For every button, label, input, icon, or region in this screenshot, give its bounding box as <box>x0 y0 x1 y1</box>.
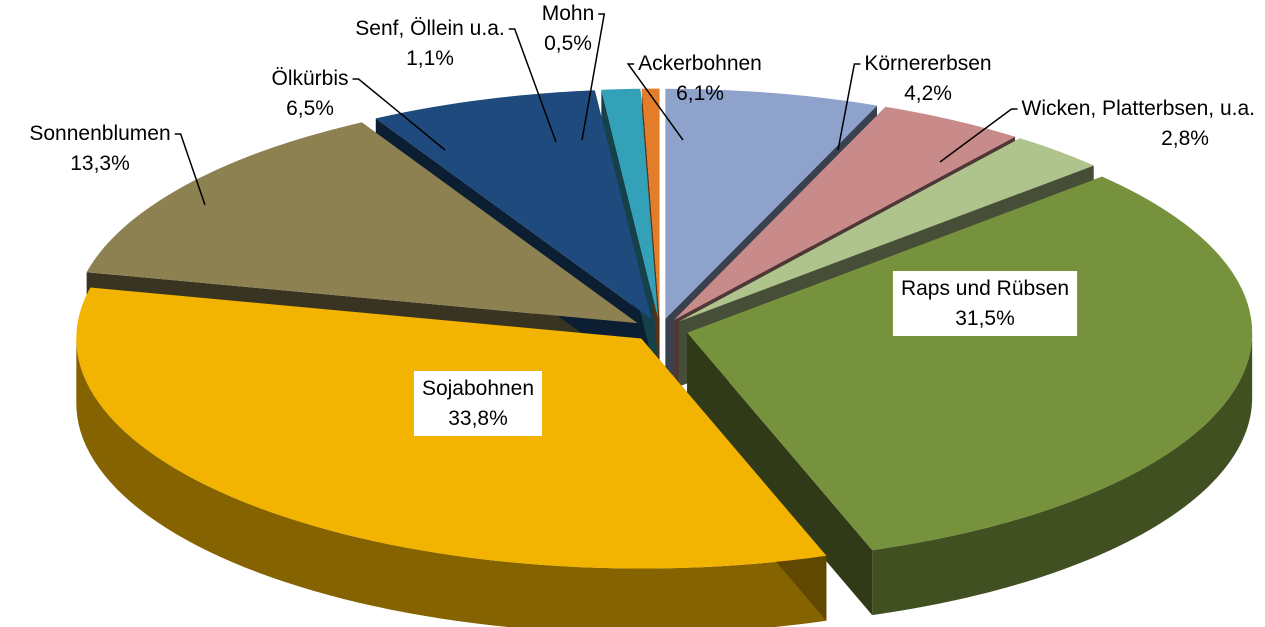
label-name: Wicken, Platterbsen, u.a. <box>1022 97 1255 120</box>
data-label: Mohn 0,5% <box>542 2 595 55</box>
label-name: Sojabohnen <box>422 377 534 400</box>
leader-line <box>581 13 606 141</box>
data-label: Raps und Rübsen 31,5% <box>892 271 1078 336</box>
leader-line <box>352 78 446 151</box>
slice <box>375 90 652 320</box>
label-name: Ackerbohnen <box>638 52 762 75</box>
slice-side <box>872 332 1253 616</box>
leader-line <box>508 28 557 143</box>
label-value: 6,1% <box>676 82 724 105</box>
data-label: Wicken, Platterbsen, u.a. 2,8% <box>1022 97 1255 150</box>
label-value: 2,8% <box>1161 127 1209 150</box>
slice <box>687 176 1253 551</box>
leader-line <box>939 108 1018 163</box>
data-label: Ackerbohnen 6,1% <box>638 52 762 105</box>
label-value: 1,1% <box>406 47 454 70</box>
slice-cut <box>687 332 873 616</box>
slice-side <box>76 338 827 627</box>
label-value: 0,5% <box>544 32 592 55</box>
leader-line <box>626 63 684 141</box>
data-label: Ölkürbis 6,5% <box>271 67 348 120</box>
slice <box>641 88 660 319</box>
label-value: 4,2% <box>904 82 952 105</box>
label-name: Sonnenblumen <box>29 122 170 145</box>
slice <box>678 138 1094 322</box>
slice <box>86 122 638 324</box>
label-name: Körnererbsen <box>864 52 991 75</box>
label-name: Ölkürbis <box>271 67 348 90</box>
label-value: 31,5% <box>955 307 1015 330</box>
label-name: Mohn <box>542 2 595 25</box>
slice <box>601 88 659 319</box>
leader-line <box>174 133 206 206</box>
data-label: Sonnenblumen 13,3% <box>29 122 170 175</box>
label-box <box>413 371 543 436</box>
data-label: Senf, Öllein u.a. 1,1% <box>355 17 504 70</box>
label-value: 33,8% <box>448 407 508 430</box>
leader-line <box>837 63 861 151</box>
slice <box>665 88 878 319</box>
label-value: 13,3% <box>70 152 130 175</box>
data-label: Sojabohnen 33,8% <box>413 371 543 436</box>
data-label: Körnererbsen 4,2% <box>864 52 991 105</box>
label-box <box>892 271 1078 336</box>
label-value: 6,5% <box>286 97 334 120</box>
label-name: Raps und Rübsen <box>901 277 1069 300</box>
slice <box>673 106 1016 321</box>
label-name: Senf, Öllein u.a. <box>355 17 504 40</box>
